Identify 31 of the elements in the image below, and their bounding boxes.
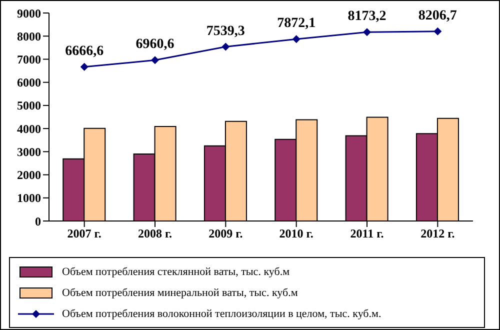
point (222, 42, 230, 51)
data-label: 6666,6 (65, 44, 104, 59)
x-tick-label: 2012 г. (420, 226, 455, 241)
y-tick-label: 4000 (17, 122, 41, 136)
y-tick-label: 6000 (17, 76, 41, 90)
point (292, 35, 300, 44)
point (363, 28, 371, 36)
legend-label: Объем потребления стеклянной ваты, тыс. куб.м (62, 266, 290, 278)
point (151, 56, 159, 64)
x-tick-label: 2008 г. (138, 226, 172, 241)
y-tick-label: 0 (35, 214, 41, 228)
data-label: 6960,6 (136, 37, 174, 52)
legend-label: Объем потребления минеральной ваты, тыс. куб.м (62, 286, 298, 298)
data-label: 7539,3 (206, 24, 245, 39)
x-tick-label: 2007 г. (67, 226, 102, 241)
data-label: 7872,1 (277, 16, 316, 32)
y-tick-label: 9000 (17, 6, 41, 20)
point (80, 62, 88, 71)
y-tick-label: 8000 (17, 29, 41, 44)
data-label: 8206,7 (418, 8, 457, 24)
y-tick-label: 2000 (17, 168, 41, 182)
x-tick-label: 2011 г. (350, 226, 384, 241)
x-tick-label: 2009 г. (208, 226, 243, 241)
x-tick-label: 2010 г. (279, 226, 314, 241)
y-tick-label: 5000 (17, 98, 41, 113)
legend-label: Объем потребления волоконной теплоизоляции в целом, тыс. куб.м. (62, 308, 382, 320)
data-label: 8173,2 (348, 9, 386, 24)
y-tick-label: 3000 (17, 144, 41, 159)
y-tick-label: 1000 (17, 191, 41, 206)
y-tick-label: 7000 (17, 52, 41, 66)
point (434, 27, 442, 36)
